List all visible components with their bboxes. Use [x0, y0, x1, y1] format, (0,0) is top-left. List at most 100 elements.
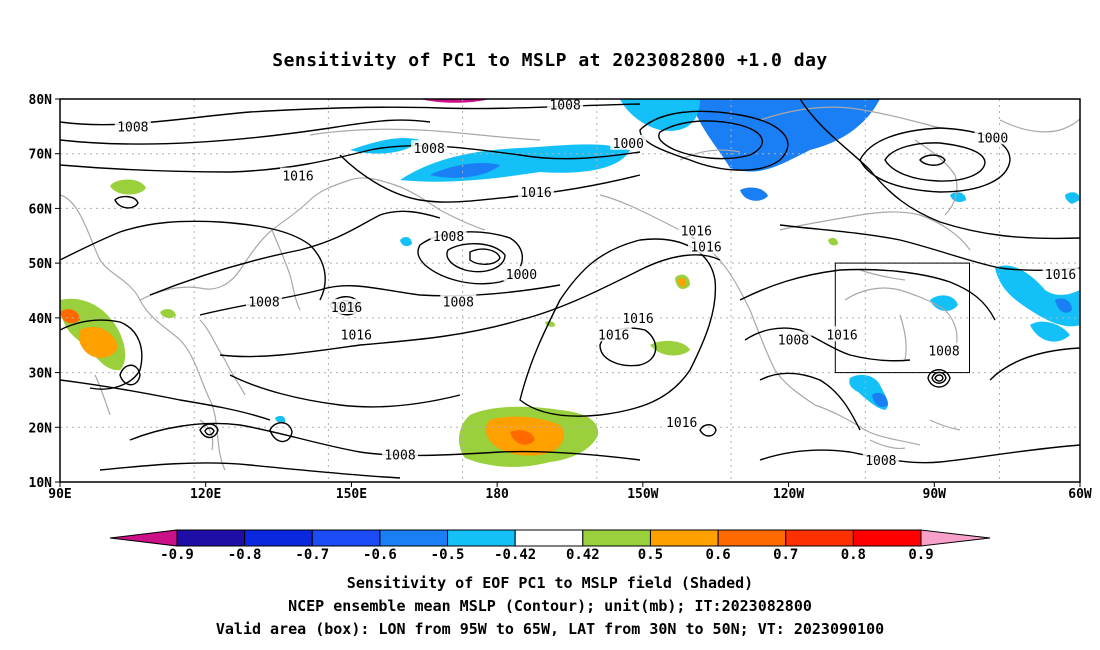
lat-tick-label: 80N [29, 93, 53, 108]
colorbar-swatch [514, 529, 584, 547]
contour-gulf-ring-2 [931, 371, 947, 384]
contour-label-bg [547, 99, 584, 112]
contour-label: 1008 [549, 98, 580, 113]
shade-green-4 [650, 340, 690, 356]
colorbar-right-arrow [920, 529, 991, 547]
contour-small-1b [204, 427, 215, 436]
colorbar-swatch [311, 529, 381, 547]
contour-label: 1008 [928, 345, 959, 360]
contour-subtrop-2 [229, 374, 461, 408]
longitude-axis: 90E 120E 150E 180 150W 120W 90W 60W [48, 482, 1092, 502]
shade-orange-5 [510, 430, 535, 445]
colorbar-label: 0.8 [841, 547, 866, 563]
shade-arctic-blue-3 [740, 187, 768, 201]
lat-tick-label: 20N [29, 421, 53, 436]
contour-us [739, 268, 996, 321]
lon-tick-label: 120W [773, 487, 804, 502]
contour-label-bg [280, 167, 316, 183]
contour-label-bg [688, 238, 724, 254]
lon-tick-label: 150E [336, 487, 367, 502]
colorbar-swatch [852, 529, 922, 547]
contour-label: 1000 [977, 131, 1008, 146]
contour-label-bg [974, 129, 1011, 145]
contour-label: 1016 [520, 186, 551, 201]
contour-label: 1008 [865, 454, 896, 469]
contour-small-5 [114, 195, 139, 209]
caption-line-1: Sensitivity of EOF PC1 to MSLP field (Sh… [346, 574, 754, 592]
lon-tick-label: 90E [48, 487, 71, 502]
colorbar-swatch [582, 529, 651, 547]
contour-label: 1000 [613, 137, 644, 152]
latitude-axis: 80N 70N 60N 50N 40N 30N 20N 10N [29, 93, 60, 491]
contour-west-2 [60, 319, 143, 390]
shade-arctic-cyan-3 [350, 138, 420, 154]
contour-aleutian-3 [469, 248, 501, 265]
contour-label: 1016 [622, 312, 653, 327]
contour-greenland [859, 127, 1011, 193]
contour-east-high [519, 238, 717, 417]
colorbar-label: 0.6 [705, 547, 730, 563]
contour-aleutian-2 [446, 242, 506, 273]
contour-label: 1008 [413, 142, 444, 157]
contour-small-1 [199, 423, 219, 439]
contour-label: 1008 [443, 295, 474, 310]
lon-tick-label: 180 [485, 487, 509, 502]
contour-west [60, 220, 326, 301]
shade-arctic-cyan [620, 99, 700, 131]
shade-orange-2 [78, 326, 118, 358]
lon-tick-label: 120E [190, 487, 221, 502]
contour-label-bg [663, 413, 700, 429]
shade-nw-cyan [275, 415, 286, 423]
map-title: Sensitivity of PC1 to MSLP at 2023082800… [272, 50, 828, 71]
contour-label-bg [518, 184, 554, 200]
contour-label: 1016 [826, 328, 857, 343]
lat-tick-label: 30N [29, 367, 53, 382]
contour-label-bg [926, 342, 962, 358]
contour-label-bg [595, 326, 632, 342]
contour-label-bg [775, 331, 812, 347]
shade-gulf-blue [872, 392, 888, 408]
lon-tick-label: 90W [923, 487, 947, 502]
shade-green-7 [160, 308, 176, 319]
contour-label-bg [610, 134, 647, 150]
contour-label: 1016 [681, 224, 712, 239]
contour-label: 1008 [778, 334, 809, 349]
shade-west-cyan [400, 236, 412, 247]
colorbar-label: -0.5 [431, 547, 465, 563]
contour-label-bg [246, 293, 282, 309]
contour-gulf-ring-3 [934, 374, 944, 382]
contour-small-4 [699, 424, 717, 437]
contour-label-bg [382, 446, 418, 462]
colorbar-swatch [379, 529, 449, 547]
contour-north-2 [60, 119, 431, 145]
caption-line-3: Valid area (box): LON from 95W to 65W, L… [215, 620, 885, 638]
shade-east-cyan [930, 295, 958, 312]
plot-frame [59, 98, 1081, 483]
colorbar-swatch [447, 529, 516, 547]
graticule [60, 99, 1080, 482]
contour-label-bg [503, 266, 540, 282]
shade-atlantic-cyan [995, 265, 1080, 327]
contour-label-bg [411, 140, 448, 156]
caption-line-2: NCEP ensemble mean MSLP (Contour); unit(… [288, 597, 812, 615]
shade-atlantic-blue [1055, 298, 1072, 313]
contour-label: 1016 [1045, 268, 1076, 283]
contour-label: 1016 [282, 170, 313, 185]
contour-caribbean [759, 444, 1080, 464]
contour-label-bg [824, 326, 860, 342]
colorbar-label: 0.5 [638, 547, 663, 563]
coastlines [60, 106, 1080, 471]
colorbar-label: -0.9 [160, 547, 194, 563]
colorbar-label: 0.42 [566, 547, 600, 563]
contour-labels: 1008 1008 1008 1000 1000 1016 1016 1008 1016 1016… [114, 98, 1079, 469]
contour-atlantic-2 [779, 224, 1080, 272]
contour-label-bg [1042, 266, 1079, 282]
lat-tick-label: 10N [29, 476, 53, 491]
contour-tropic-3 [99, 462, 401, 479]
colorbar: -0.9 -0.8 -0.7 -0.6 -0.5 -0.42 0.42 0.5 0.6 0.7 0.… [109, 529, 991, 563]
contour-label: 1008 [384, 449, 415, 464]
contour-greenland-2 [884, 142, 986, 182]
contour-label-bg [338, 326, 375, 342]
contour-label: 1016 [666, 416, 697, 431]
contour-us-2 [744, 327, 911, 362]
